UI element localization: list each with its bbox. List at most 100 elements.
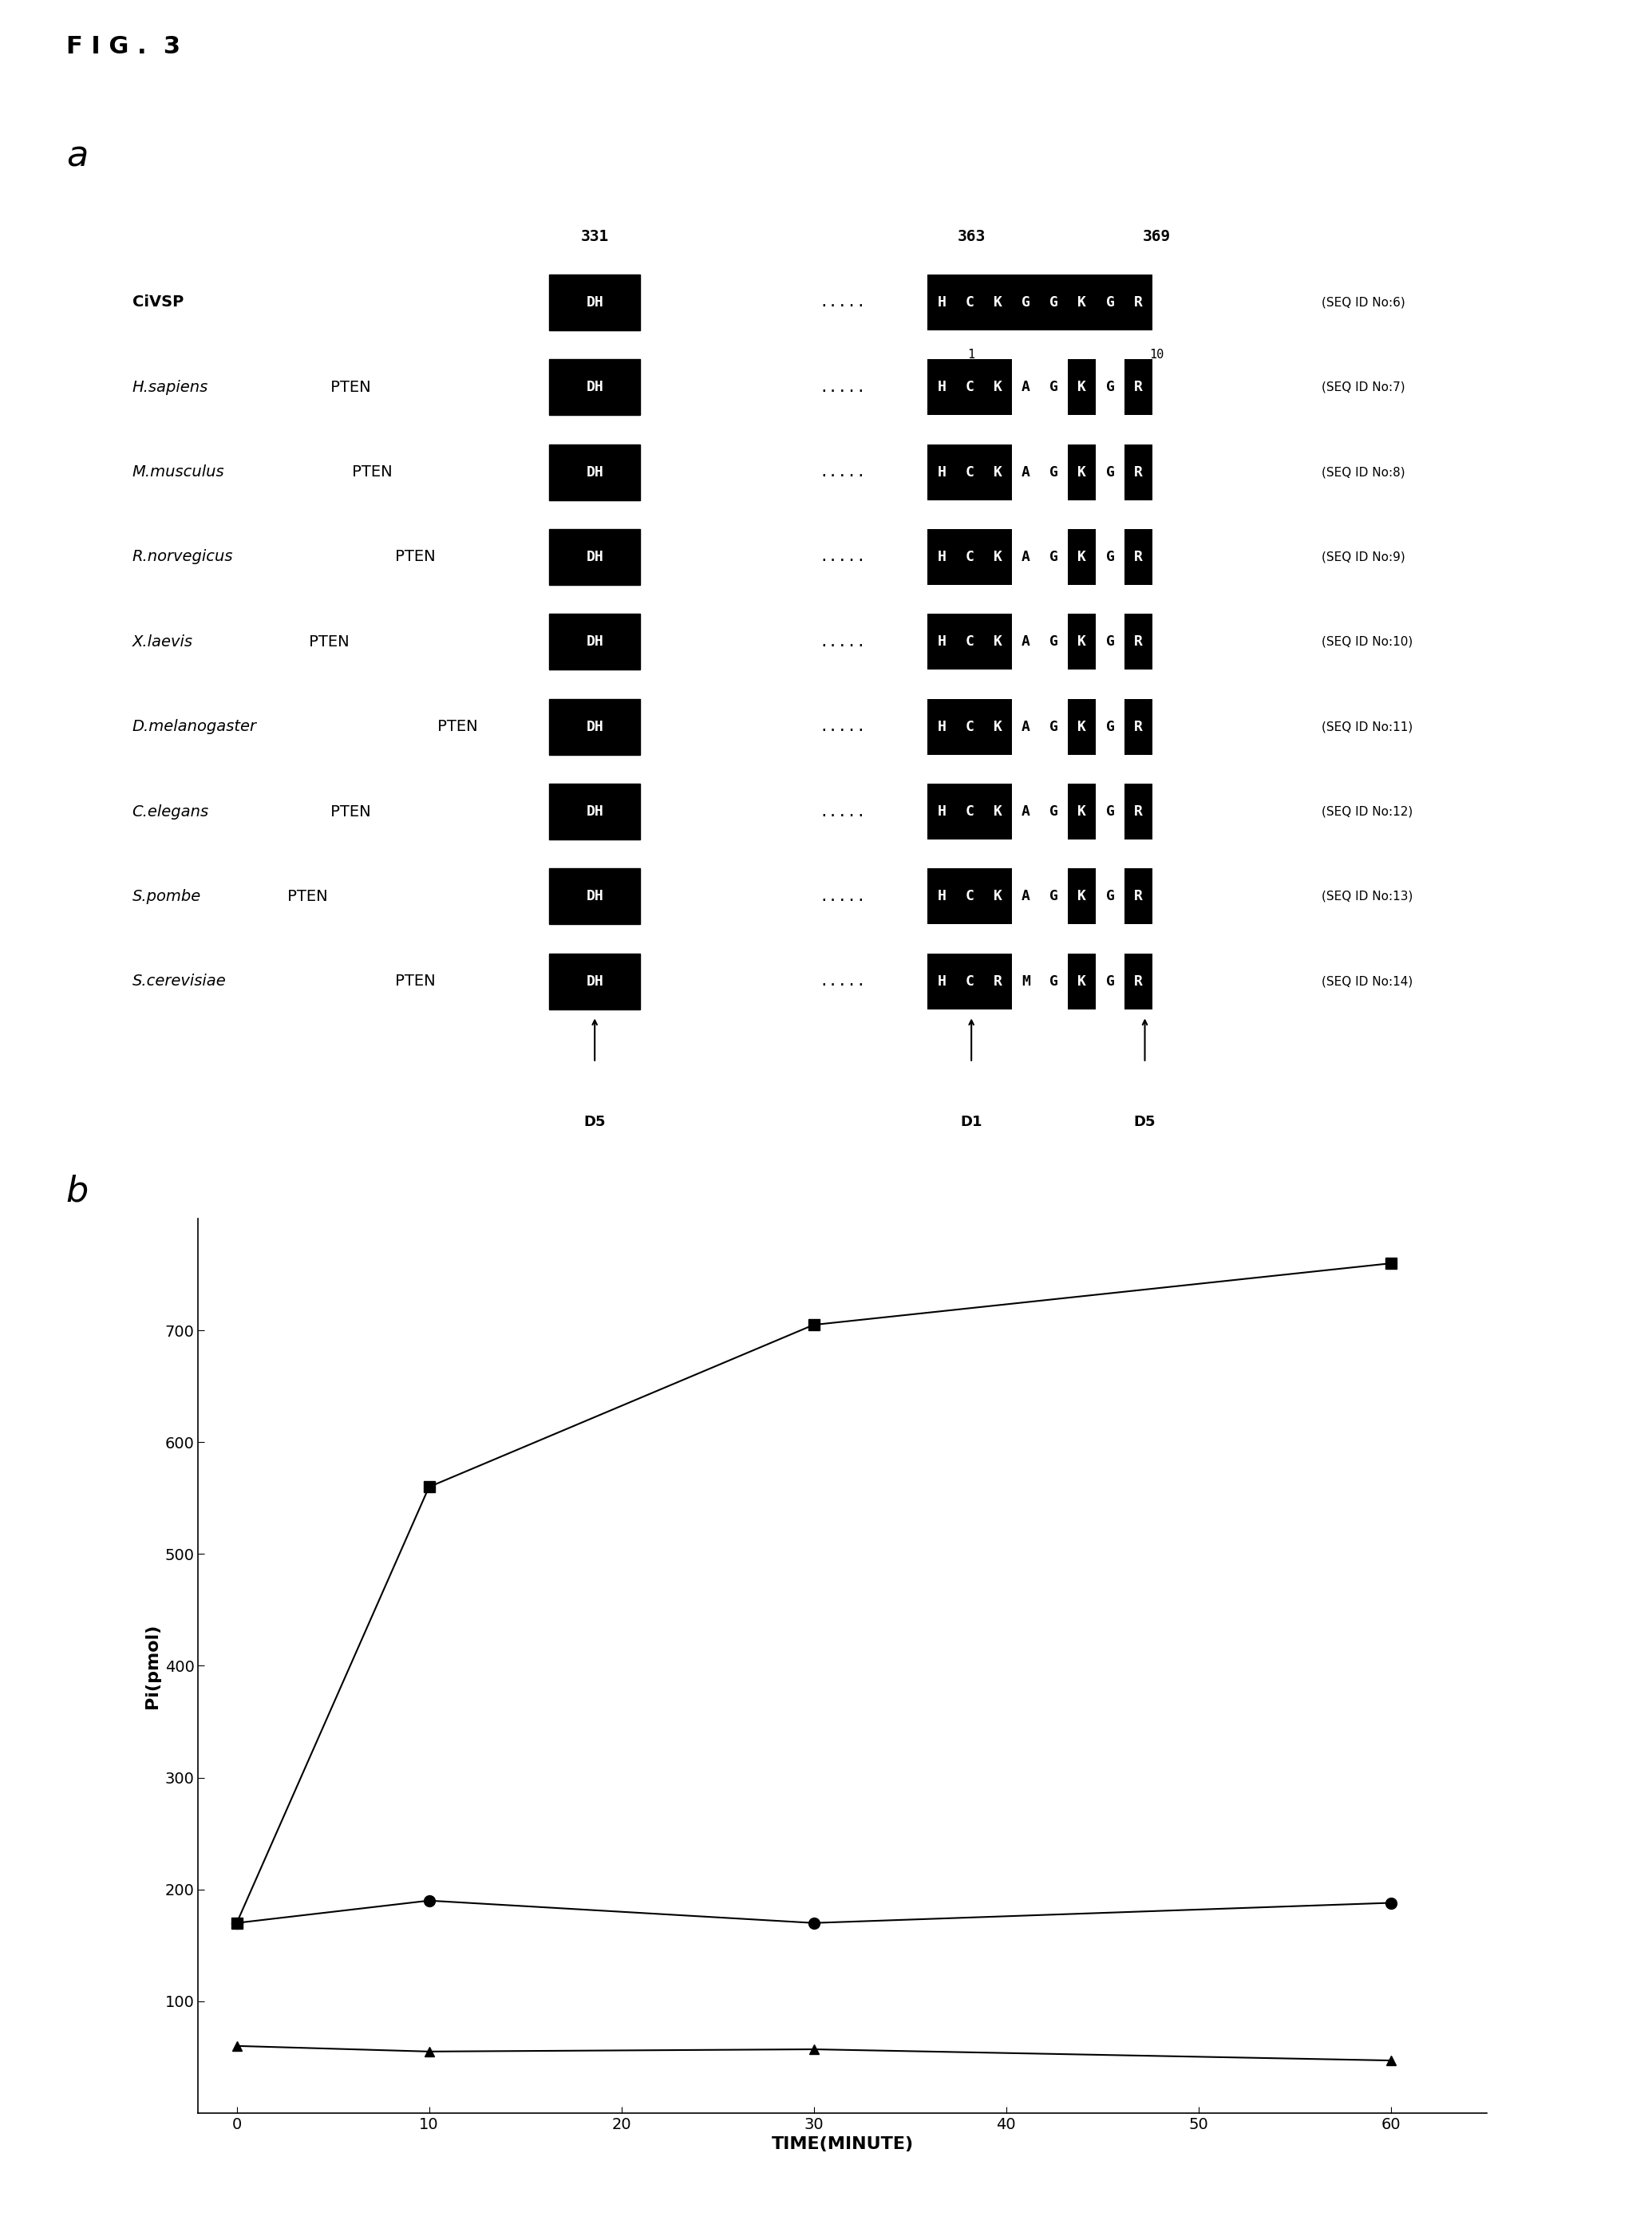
Text: X.laevis: X.laevis bbox=[132, 635, 193, 648]
FancyBboxPatch shape bbox=[955, 783, 985, 838]
Text: PTEN: PTEN bbox=[347, 465, 392, 481]
FancyBboxPatch shape bbox=[955, 445, 985, 501]
FancyBboxPatch shape bbox=[928, 700, 955, 754]
FancyBboxPatch shape bbox=[1067, 700, 1097, 754]
Text: H: H bbox=[937, 465, 947, 479]
Text: .....: ..... bbox=[819, 295, 866, 311]
FancyBboxPatch shape bbox=[955, 953, 985, 1008]
Text: R: R bbox=[1133, 635, 1143, 648]
Text: K: K bbox=[1077, 975, 1087, 988]
Text: (SEQ ID No:12): (SEQ ID No:12) bbox=[1322, 805, 1412, 818]
Text: G: G bbox=[1105, 380, 1115, 394]
Text: C: C bbox=[965, 805, 975, 818]
Text: DH: DH bbox=[586, 890, 603, 903]
FancyBboxPatch shape bbox=[548, 275, 639, 331]
FancyBboxPatch shape bbox=[985, 445, 1011, 501]
FancyBboxPatch shape bbox=[1123, 953, 1153, 1008]
Text: R: R bbox=[1133, 805, 1143, 818]
Text: b: b bbox=[66, 1174, 89, 1207]
Text: G: G bbox=[1105, 720, 1115, 733]
FancyBboxPatch shape bbox=[928, 360, 955, 416]
FancyBboxPatch shape bbox=[1123, 868, 1153, 923]
Text: A: A bbox=[1021, 380, 1031, 394]
Text: DH: DH bbox=[586, 295, 603, 309]
Text: D5: D5 bbox=[1133, 1116, 1156, 1129]
Text: DH: DH bbox=[586, 635, 603, 648]
Text: C: C bbox=[965, 975, 975, 988]
Text: G: G bbox=[1049, 635, 1059, 648]
Text: 331: 331 bbox=[580, 228, 610, 244]
Text: D5: D5 bbox=[583, 1116, 606, 1129]
Text: G: G bbox=[1049, 805, 1059, 818]
FancyBboxPatch shape bbox=[548, 868, 639, 923]
Text: M.musculus: M.musculus bbox=[132, 465, 225, 481]
Text: R.norvegicus: R.norvegicus bbox=[132, 550, 233, 563]
Text: K: K bbox=[1077, 465, 1087, 479]
FancyBboxPatch shape bbox=[928, 783, 955, 838]
Text: K: K bbox=[993, 295, 1003, 309]
Text: H.sapiens: H.sapiens bbox=[132, 380, 208, 396]
Text: C: C bbox=[965, 635, 975, 648]
Text: G: G bbox=[1105, 805, 1115, 818]
FancyBboxPatch shape bbox=[1123, 530, 1153, 586]
Text: .....: ..... bbox=[819, 380, 866, 396]
Text: K: K bbox=[993, 380, 1003, 394]
Text: D1: D1 bbox=[960, 1116, 983, 1129]
Text: .....: ..... bbox=[819, 550, 866, 563]
FancyBboxPatch shape bbox=[1123, 360, 1153, 416]
Text: (SEQ ID No:11): (SEQ ID No:11) bbox=[1322, 720, 1412, 733]
Text: DH: DH bbox=[586, 975, 603, 988]
FancyBboxPatch shape bbox=[985, 868, 1011, 923]
Text: DH: DH bbox=[586, 380, 603, 394]
Text: H: H bbox=[937, 380, 947, 394]
Text: (SEQ ID No:7): (SEQ ID No:7) bbox=[1322, 380, 1406, 394]
Text: 10: 10 bbox=[1150, 349, 1163, 360]
Text: D.melanogaster: D.melanogaster bbox=[132, 720, 256, 733]
Text: G: G bbox=[1105, 890, 1115, 903]
FancyBboxPatch shape bbox=[1067, 275, 1097, 331]
Text: K: K bbox=[1077, 890, 1087, 903]
FancyBboxPatch shape bbox=[1123, 783, 1153, 838]
FancyBboxPatch shape bbox=[548, 615, 639, 671]
FancyBboxPatch shape bbox=[985, 360, 1011, 416]
Text: K: K bbox=[1077, 380, 1087, 394]
Text: R: R bbox=[1133, 720, 1143, 733]
FancyBboxPatch shape bbox=[1123, 275, 1153, 331]
Text: PTEN: PTEN bbox=[390, 550, 434, 563]
FancyBboxPatch shape bbox=[928, 530, 955, 586]
Text: M: M bbox=[1021, 975, 1031, 988]
FancyBboxPatch shape bbox=[1067, 615, 1097, 671]
Text: CiVSP: CiVSP bbox=[132, 295, 183, 311]
FancyBboxPatch shape bbox=[548, 700, 639, 754]
Text: 369: 369 bbox=[1142, 228, 1171, 244]
Text: K: K bbox=[1077, 295, 1087, 309]
Text: K: K bbox=[993, 550, 1003, 563]
FancyBboxPatch shape bbox=[928, 615, 955, 671]
Text: H: H bbox=[937, 890, 947, 903]
Text: C.elegans: C.elegans bbox=[132, 805, 208, 818]
FancyBboxPatch shape bbox=[985, 783, 1011, 838]
Text: S.pombe: S.pombe bbox=[132, 890, 202, 903]
Text: .....: ..... bbox=[819, 720, 866, 733]
Text: .....: ..... bbox=[819, 973, 866, 988]
Y-axis label: Pi(pmol): Pi(pmol) bbox=[144, 1623, 160, 1708]
Text: .....: ..... bbox=[819, 805, 866, 818]
Text: G: G bbox=[1105, 295, 1115, 309]
Text: A: A bbox=[1021, 720, 1031, 733]
FancyBboxPatch shape bbox=[955, 360, 985, 416]
Text: PTEN: PTEN bbox=[304, 635, 349, 648]
Text: G: G bbox=[1105, 975, 1115, 988]
Text: G: G bbox=[1049, 890, 1059, 903]
FancyBboxPatch shape bbox=[548, 360, 639, 416]
Text: G: G bbox=[1049, 465, 1059, 479]
FancyBboxPatch shape bbox=[1097, 275, 1123, 331]
Text: 363: 363 bbox=[957, 228, 986, 244]
Text: K: K bbox=[1077, 720, 1087, 733]
FancyBboxPatch shape bbox=[928, 445, 955, 501]
FancyBboxPatch shape bbox=[1123, 615, 1153, 671]
FancyBboxPatch shape bbox=[955, 275, 985, 331]
Text: .....: ..... bbox=[819, 890, 866, 903]
Text: DH: DH bbox=[586, 550, 603, 563]
Text: A: A bbox=[1021, 635, 1031, 648]
Text: DH: DH bbox=[586, 720, 603, 733]
